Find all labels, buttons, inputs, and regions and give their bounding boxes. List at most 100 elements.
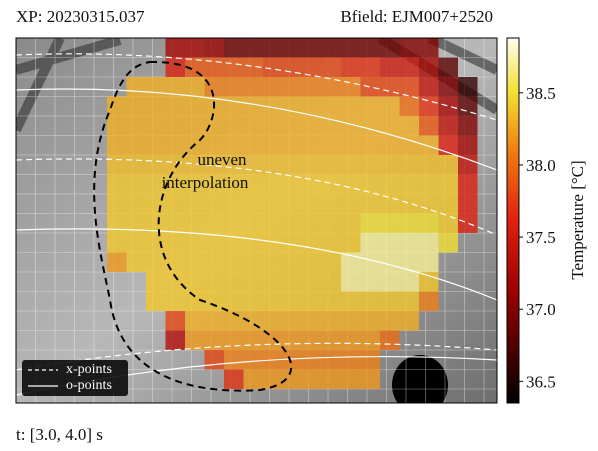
heatmap-cell [107,174,127,194]
heatmap-cell [321,291,341,311]
heatmap-cell [438,213,458,233]
heatmap-cell [302,311,322,331]
heatmap-cell [399,38,419,58]
heatmap-cell [263,38,283,58]
heatmap-cell [185,174,205,194]
heatmap-cell [419,135,439,155]
heatmap-cell [399,213,419,233]
heatmap-cell [419,233,439,253]
heatmap-cell [380,155,400,175]
heatmap-cell [341,330,361,350]
heatmap-cell [438,135,458,155]
colorbar [506,37,520,404]
heatmap-cell [282,252,302,272]
heatmap-cell [321,330,341,350]
heatmap-cell [185,252,205,272]
heatmap-cell [302,330,322,350]
heatmap-cell [282,291,302,311]
heatmap-cell [438,155,458,175]
heatmap-cell [321,174,341,194]
heatmap-cell [341,311,361,331]
heatmap-cell [419,272,439,292]
heatmap-cell [263,57,283,77]
heatmap-cell [204,311,224,331]
heatmap-cell [399,116,419,136]
heatmap-cell [419,57,439,77]
heatmap-cell [126,116,146,136]
heatmap-cell [438,233,458,253]
heatmap-cell [224,57,244,77]
heatmap-cell [165,252,185,272]
heatmap-cell [263,96,283,116]
heatmap-cell [126,174,146,194]
heatmap-cell [341,233,361,253]
heatmap-cell [165,330,185,350]
heatmap-cell [302,291,322,311]
heatmap-cell [341,272,361,292]
heatmap-cell [185,330,205,350]
heatmap-cell [438,174,458,194]
heatmap-cell [204,116,224,136]
heatmap-cell [107,194,127,214]
heatmap-cell [204,38,224,58]
heatmap-cell [399,252,419,272]
heatmap-cell [282,155,302,175]
heatmap-cell [399,291,419,311]
colorbar-tick-label: 38.5 [526,84,556,103]
heatmap-cell [380,57,400,77]
heatmap-cell [243,135,263,155]
heatmap-cell [107,116,127,136]
heatmap-cell [263,272,283,292]
heatmap-cell [380,311,400,331]
heatmap-cell [321,38,341,58]
heatmap-cell [438,57,458,77]
heatmap-cell [380,194,400,214]
heatmap-cell [204,135,224,155]
heatmap-cell [380,174,400,194]
bfield-label: Bfield: EJM007+2520 [340,7,493,26]
heatmap-cell [302,252,322,272]
heatmap-cell [360,174,380,194]
heatmap-cell [419,155,439,175]
heatmap-cell [360,252,380,272]
heatmap-cell [243,291,263,311]
heatmap-cell [224,116,244,136]
heatmap-cell [282,369,302,389]
heatmap-cell [165,291,185,311]
heatmap-cell [360,116,380,136]
heatmap-cell [243,330,263,350]
heatmap-cell [224,174,244,194]
heatmap-cell [282,272,302,292]
heatmap-cell [399,233,419,253]
colorbar-tick-label: 37.5 [526,228,556,247]
heatmap-cell [126,233,146,253]
heatmap-cell [165,96,185,116]
heatmap-cell [302,57,322,77]
heatmap-cell [341,291,361,311]
heatmap-cell [282,330,302,350]
heatmap-cell [146,233,166,253]
heatmap-cell [380,291,400,311]
heatmap-cell [360,272,380,292]
heatmap-cell [185,155,205,175]
heatmap-cell [224,155,244,175]
heatmap-cell [263,77,283,97]
heatmap-cell [126,194,146,214]
heatmap-cell [204,174,224,194]
heatmap-cell [243,213,263,233]
heatmap-cell [224,252,244,272]
heatmap-cell [146,252,166,272]
heatmap-cell [126,252,146,272]
heatmap-cell [321,311,341,331]
heatmap-cell [107,155,127,175]
heatmap-cell [204,77,224,97]
heatmap-cell [185,233,205,253]
heatmap-cell [243,116,263,136]
heatmap-cell [341,213,361,233]
heatmap-cell [146,135,166,155]
heatmap-cell [360,77,380,97]
heatmap-cell [302,369,322,389]
heatmap-cell [302,96,322,116]
heatmap-cell [282,174,302,194]
